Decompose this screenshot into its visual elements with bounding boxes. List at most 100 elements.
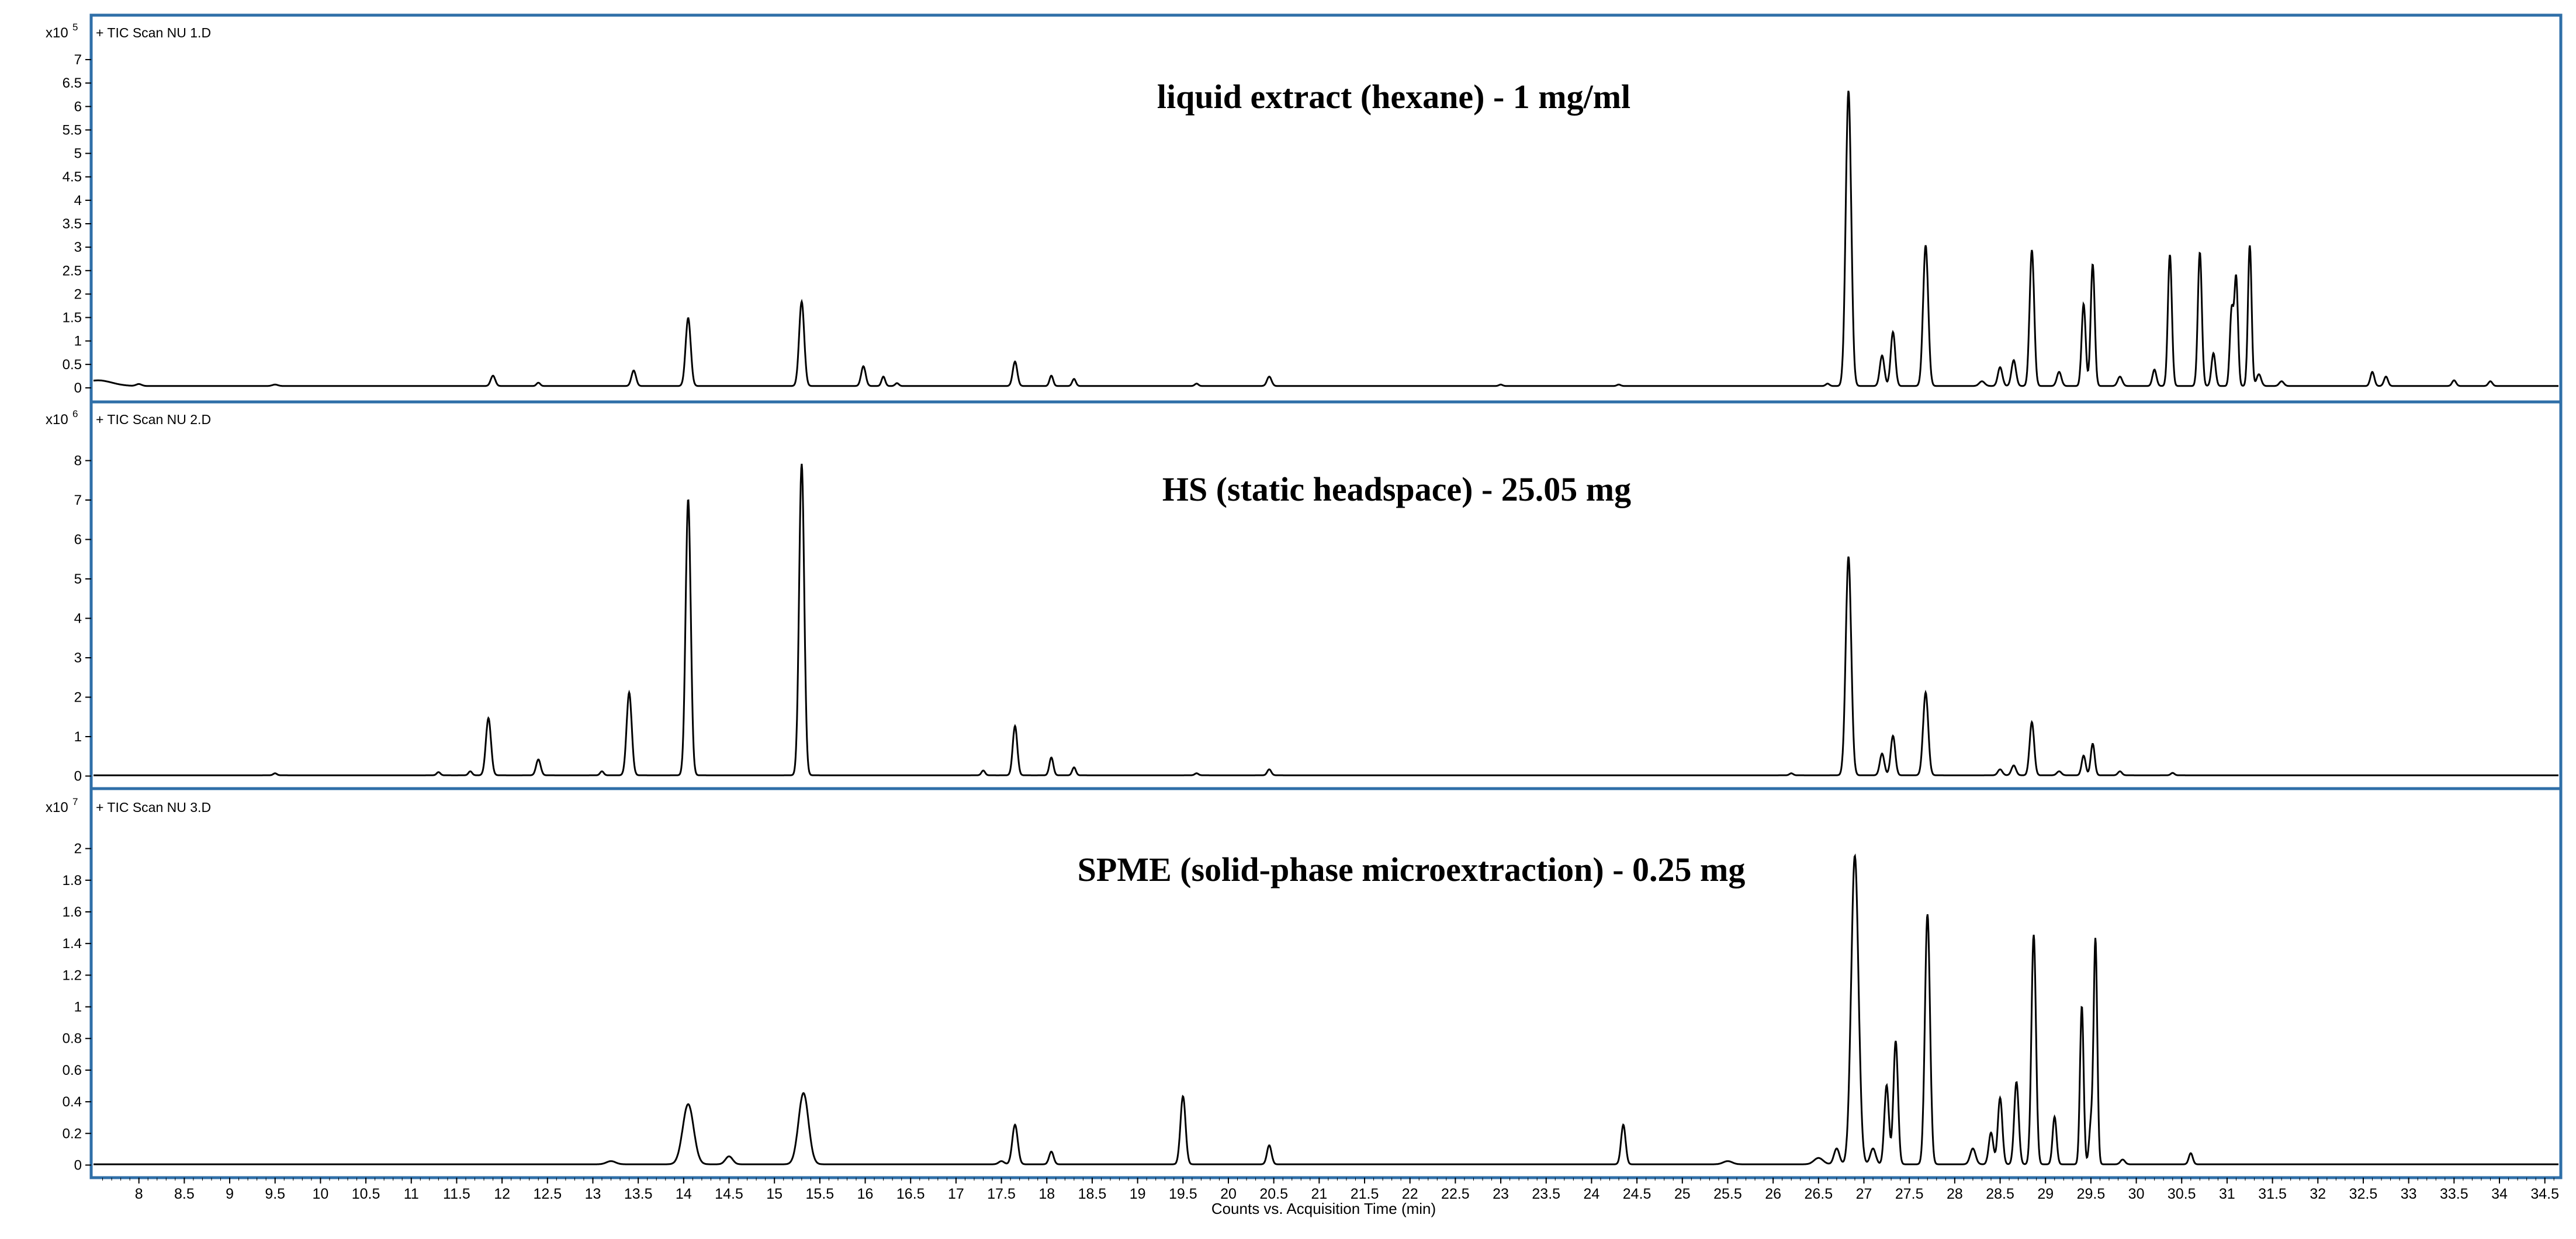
- panel-1-y-tick-label: 5: [74, 146, 82, 162]
- panel-2-y-tick-label: 5: [74, 571, 82, 587]
- x-tick-label: 25.5: [1713, 1186, 1742, 1202]
- panel-1-y-tick-label: 0: [74, 380, 82, 396]
- x-tick-label: 10: [312, 1186, 328, 1202]
- x-tick-label: 29.5: [2077, 1186, 2106, 1202]
- x-tick-label: 32.5: [2349, 1186, 2378, 1202]
- panel-2-y-tick-label: 4: [74, 611, 82, 627]
- panel-3-y-tick-label: 0.8: [63, 1031, 82, 1047]
- panel-2-label: + TIC Scan NU 2.D: [96, 412, 211, 427]
- x-tick-label: 34.5: [2530, 1186, 2559, 1202]
- panel-3-y-tick-label: 0.6: [63, 1063, 82, 1078]
- panel-2-series-line: [94, 463, 2558, 776]
- panel-2-y-tick-label: 3: [74, 650, 82, 666]
- panel-3-y-tick-label: 1.6: [63, 904, 82, 920]
- x-tick-label: 32: [2310, 1186, 2326, 1202]
- panel-3-y-tick-label: 1.2: [63, 967, 82, 983]
- x-tick-label: 8.5: [174, 1186, 195, 1202]
- x-tick-label: 34: [2491, 1186, 2508, 1202]
- panel-1-y-tick-label: 1.5: [63, 310, 82, 326]
- x-tick-label: 12: [494, 1186, 510, 1202]
- x-tick-label: 24: [1584, 1186, 1600, 1202]
- panel-3-frame: [89, 787, 2563, 1179]
- panel-2-y-tick-label: 0: [74, 769, 82, 785]
- x-tick-label: 21: [1311, 1186, 1327, 1202]
- x-tick-label: 19.5: [1169, 1186, 1197, 1202]
- x-tick-label: 16.5: [896, 1186, 925, 1202]
- x-axis-label: Counts vs. Acquisition Time (min): [1211, 1200, 1436, 1217]
- x-tick-label: 13.5: [624, 1186, 653, 1202]
- x-tick-label: 25: [1674, 1186, 1691, 1202]
- x-tick-label: 20: [1220, 1186, 1237, 1202]
- x-tick-label: 28: [1947, 1186, 1963, 1202]
- panel-1-y-tick-label: 2: [74, 286, 82, 302]
- panel-3-y-tick-label: 0: [74, 1157, 82, 1173]
- x-tick-label: 30.5: [2168, 1186, 2196, 1202]
- panel-2-multiplier-exp: 6: [72, 408, 78, 419]
- x-tick-label: 23: [1493, 1186, 1509, 1202]
- x-tick-label: 26.5: [1804, 1186, 1833, 1202]
- panel-2-multiplier-base: x10: [46, 412, 68, 428]
- x-tick-label: 11.5: [443, 1186, 470, 1202]
- x-tick-label: 18: [1038, 1186, 1055, 1202]
- x-tick-label: 11: [404, 1186, 419, 1202]
- panel-1-multiplier-exp: 5: [72, 22, 78, 33]
- x-tick-label: 27.5: [1895, 1186, 1924, 1202]
- x-tick-label: 29: [2037, 1186, 2054, 1202]
- panel-1[interactable]: + TIC Scan NU 1.D x10 5 liquid extract (…: [46, 13, 2563, 404]
- panel-2-y-tick-label: 2: [74, 690, 82, 706]
- x-tick-label: 14.5: [715, 1186, 743, 1202]
- panel-3-y-tick-label: 1.4: [63, 936, 82, 952]
- panel-1-y-tick-label: 1: [74, 334, 82, 349]
- panel-3-y-tick-label: 1: [74, 999, 82, 1015]
- panel-1-y-tick-label: 3: [74, 240, 82, 255]
- panel-3-multiplier-base: x10: [46, 800, 68, 815]
- panel-2-y-tick-label: 8: [74, 453, 82, 469]
- panel-1-y-tick-label: 3.5: [63, 216, 82, 232]
- panel-2-y-tick-label: 7: [74, 492, 82, 508]
- x-tick-label: 28.5: [1986, 1186, 2014, 1202]
- x-tick-label: 8: [135, 1186, 143, 1202]
- x-tick-label: 16: [857, 1186, 874, 1202]
- panel-1-label: + TIC Scan NU 1.D: [96, 25, 211, 40]
- panel-1-frame: [89, 13, 2563, 404]
- x-tick-label: 31.5: [2258, 1186, 2287, 1202]
- panel-3-series-line: [94, 853, 2558, 1165]
- x-tick-label: 26: [1765, 1186, 1781, 1202]
- panel-3-y-tick-label: 0.4: [63, 1094, 82, 1110]
- x-axis: 8 8.5 9 9.5 10 10.5 11 11.5 12 12.5 13 13.5 14 14.5 15…: [102, 1178, 2559, 1202]
- panel-3[interactable]: + TIC Scan NU 3.D x10 7 SPME (solid-phas…: [46, 787, 2563, 1179]
- panel-1-y-tick-label: 4.5: [63, 169, 82, 185]
- x-tick-label: 15: [766, 1186, 783, 1202]
- x-tick-label: 22: [1402, 1186, 1418, 1202]
- x-tick-label: 17: [948, 1186, 964, 1202]
- x-tick-label: 13: [585, 1186, 601, 1202]
- panel-2-y-axis: 0 1 2 3 4 5 6 7 8: [74, 453, 91, 785]
- panel-3-y-tick-label: 1.8: [63, 873, 82, 889]
- panel-1-y-tick-label: 7: [74, 52, 82, 68]
- panel-1-y-tick-label: 6.5: [63, 75, 82, 91]
- panel-1-series-line: [93, 91, 2558, 387]
- x-tick-label: 12.5: [533, 1186, 562, 1202]
- x-tick-label: 18.5: [1078, 1186, 1107, 1202]
- x-tick-label: 24.5: [1623, 1186, 1651, 1202]
- x-tick-label: 20.5: [1259, 1186, 1288, 1202]
- x-tick-label: 9: [226, 1186, 234, 1202]
- panel-2-title: HS (static headspace) - 25.05 mg: [1162, 470, 1631, 508]
- panel-1-y-tick-label: 5.5: [63, 122, 82, 138]
- x-tick-label: 9.5: [265, 1186, 285, 1202]
- x-tick-label: 22.5: [1441, 1186, 1470, 1202]
- x-tick-label: 19: [1130, 1186, 1146, 1202]
- panel-2[interactable]: + TIC Scan NU 2.D x10 6 HS (static heads…: [46, 400, 2563, 790]
- panel-3-label: + TIC Scan NU 3.D: [96, 800, 211, 815]
- panel-1-title: liquid extract (hexane) - 1 mg/ml: [1157, 78, 1630, 116]
- x-tick-label: 33.5: [2440, 1186, 2468, 1202]
- x-tick-label: 17.5: [987, 1186, 1016, 1202]
- panel-1-y-tick-label: 2.5: [63, 263, 82, 279]
- x-tick-label: 31: [2219, 1186, 2235, 1202]
- x-tick-label: 23.5: [1532, 1186, 1560, 1202]
- panel-3-y-tick-label: 0.2: [63, 1126, 82, 1141]
- x-tick-label: 10.5: [352, 1186, 380, 1202]
- panel-2-y-tick-label: 6: [74, 532, 82, 548]
- panel-2-frame: [89, 400, 2563, 790]
